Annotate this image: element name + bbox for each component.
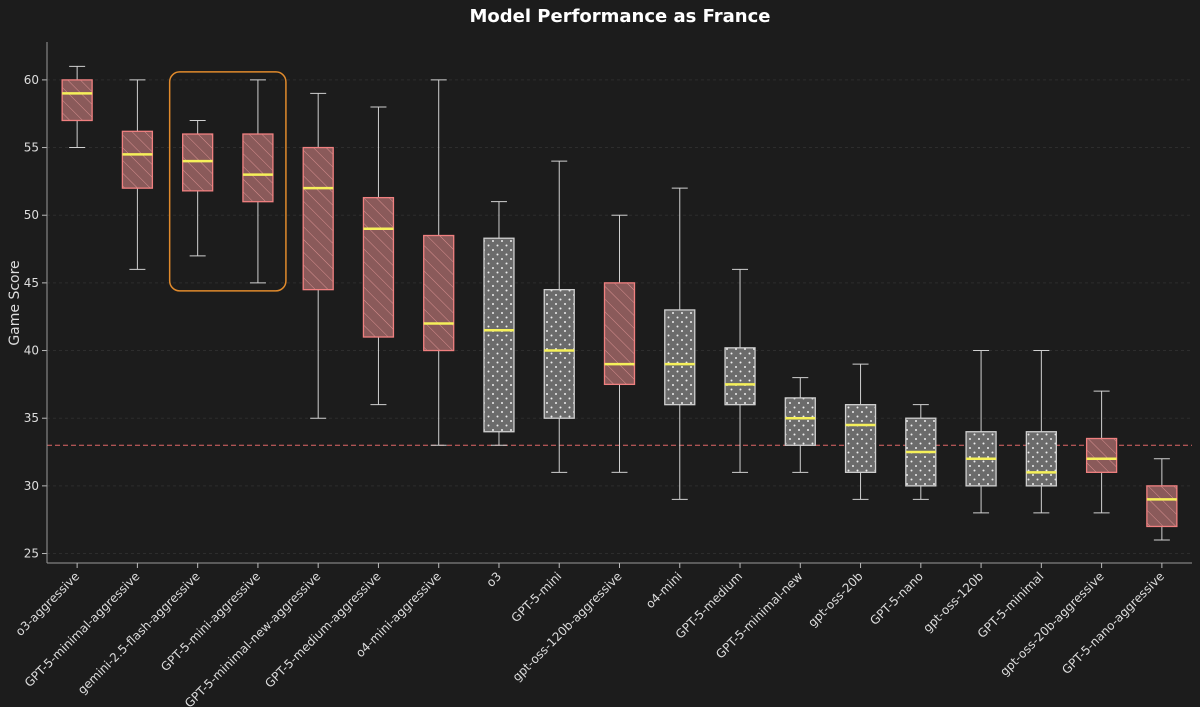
box-outline bbox=[543, 288, 575, 419]
category-label: gpt-oss-120b bbox=[920, 569, 986, 635]
category-label: gemini-2.5-flash-aggressive bbox=[75, 569, 203, 697]
box-outline bbox=[302, 146, 334, 291]
category-label: GPT-5-mini-aggressive bbox=[158, 569, 263, 674]
category-label: o3 bbox=[484, 569, 504, 589]
category-labels: o3-aggressiveGPT-5-minimal-aggressivegem… bbox=[13, 569, 1167, 707]
box-GPT-5-nano bbox=[905, 404, 937, 500]
box-GPT-5-minimal-aggressive bbox=[121, 79, 154, 270]
box-outline bbox=[182, 133, 214, 192]
box-outline bbox=[121, 130, 154, 189]
box-gpt-oss-20b bbox=[844, 363, 877, 500]
y-tick-label: 25 bbox=[24, 547, 39, 561]
category-label: gpt-oss-20b bbox=[805, 569, 866, 630]
y-tick-label: 45 bbox=[24, 276, 39, 290]
axes: 25 30 35 40 45 50 55 60 bbox=[24, 42, 1192, 568]
box-pattern bbox=[1086, 438, 1117, 473]
category-label: GPT-5-mini bbox=[508, 569, 564, 625]
highlight-box bbox=[168, 71, 287, 292]
box-o3-aggressive bbox=[61, 65, 93, 149]
box-outline bbox=[784, 397, 816, 446]
box-gpt-oss-20b-aggressive bbox=[1085, 390, 1118, 514]
box-outline bbox=[483, 237, 515, 433]
box-GPT-5-nano-aggressive bbox=[1146, 458, 1178, 541]
box-pattern bbox=[1146, 485, 1177, 527]
box-GPT-5-mini bbox=[543, 160, 575, 473]
box-GPT-5-mini-aggressive bbox=[242, 79, 274, 284]
category-label: GPT-5-nano bbox=[867, 569, 926, 628]
boxes bbox=[61, 65, 1178, 541]
box-pattern bbox=[303, 147, 334, 290]
box-pattern bbox=[62, 79, 93, 121]
y-tick-label: 60 bbox=[24, 73, 39, 87]
box-gpt-oss-120b-aggressive bbox=[603, 214, 636, 473]
box-o3 bbox=[483, 201, 515, 446]
box-pattern bbox=[1026, 431, 1057, 486]
box-gpt-oss-120b bbox=[965, 350, 997, 514]
box-pattern bbox=[604, 282, 635, 385]
category-label: GPT-5-nano-aggressive bbox=[1059, 569, 1167, 677]
box-GPT-5-minimal-new-aggressive bbox=[302, 92, 334, 419]
category-label: o3-aggressive bbox=[13, 569, 82, 638]
box-pattern bbox=[544, 289, 575, 419]
box-outline bbox=[362, 196, 395, 338]
category-label: gpt-oss-20b-aggressive bbox=[997, 569, 1107, 679]
box-outline bbox=[1025, 431, 1057, 487]
y-tick-label: 50 bbox=[24, 208, 39, 222]
box-pattern bbox=[122, 131, 153, 189]
box-outline bbox=[242, 133, 274, 203]
box-o4-mini bbox=[664, 187, 696, 500]
box-GPT-5-medium bbox=[724, 268, 756, 473]
y-axis-label: Game Score bbox=[7, 260, 23, 345]
box-GPT-5-medium-aggressive bbox=[362, 106, 395, 406]
box-pattern bbox=[423, 235, 454, 351]
box-outline bbox=[1146, 485, 1178, 528]
category-label: o4-mini bbox=[643, 569, 685, 611]
box-o4-mini-aggressive bbox=[423, 79, 455, 446]
chart-title: Model Performance as France bbox=[469, 6, 770, 27]
box-pattern bbox=[363, 197, 394, 338]
box-outline bbox=[423, 234, 455, 352]
box-gemini-2.5-flash-aggressive bbox=[182, 119, 214, 257]
box-pattern bbox=[483, 238, 514, 432]
box-outline bbox=[603, 282, 636, 386]
y-tick-label: 40 bbox=[24, 344, 39, 358]
box-GPT-5-minimal bbox=[1025, 350, 1057, 514]
box-outline bbox=[61, 79, 93, 122]
box-pattern bbox=[785, 397, 816, 446]
y-tick-label: 35 bbox=[24, 411, 39, 425]
box-outline bbox=[724, 347, 756, 406]
box-pattern bbox=[725, 347, 756, 405]
box-pattern bbox=[845, 404, 876, 473]
category-label: GPT-5-minimal-aggressive bbox=[22, 569, 143, 690]
box-GPT-5-minimal-new bbox=[784, 377, 816, 473]
box-outline bbox=[1085, 437, 1118, 473]
y-tick-label: 30 bbox=[24, 479, 39, 493]
box-pattern bbox=[242, 134, 273, 202]
category-label: GPT-5-medium-aggressive bbox=[262, 569, 383, 690]
box-outline bbox=[664, 309, 696, 406]
box-pattern bbox=[182, 134, 213, 191]
box-outline bbox=[844, 404, 877, 473]
box-pattern bbox=[664, 309, 695, 405]
category-label: gpt-oss-120b-aggressive bbox=[510, 569, 625, 684]
y-tick-label: 55 bbox=[24, 141, 39, 155]
